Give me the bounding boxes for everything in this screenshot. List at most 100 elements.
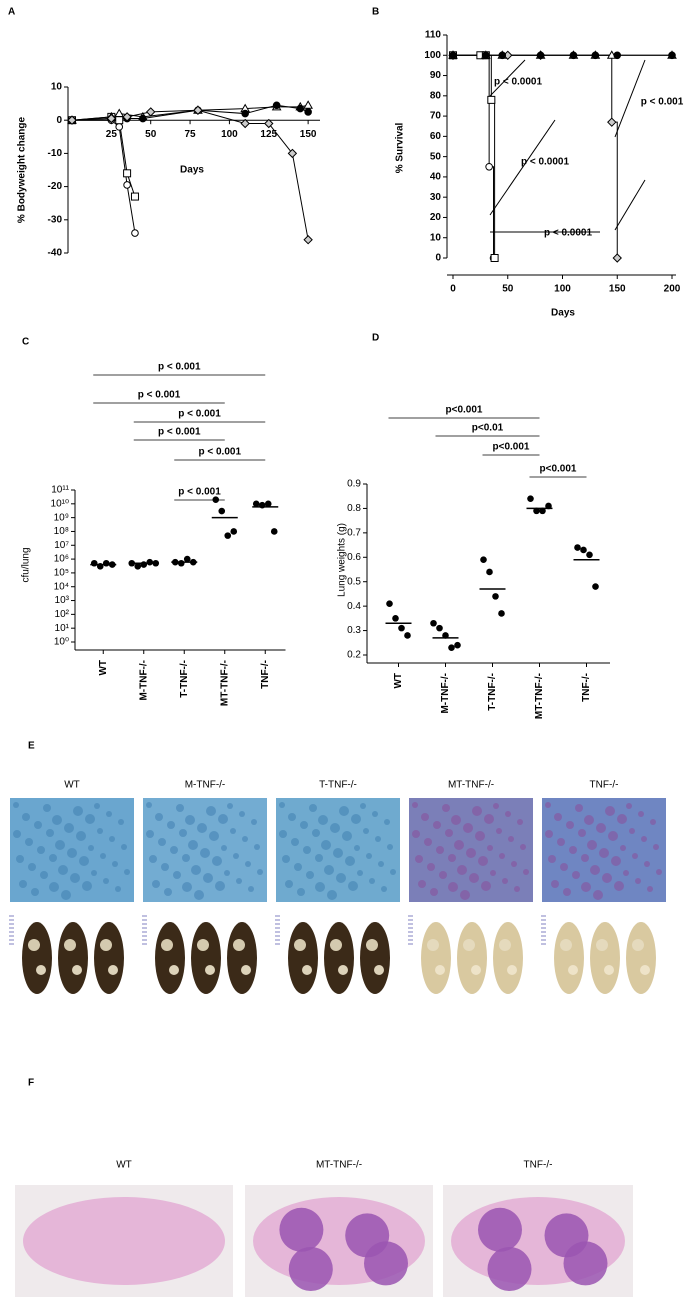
y-tick-label: 10⁷ xyxy=(54,540,69,551)
texture xyxy=(484,814,494,824)
lesion xyxy=(233,939,245,951)
texture xyxy=(206,806,216,816)
marker xyxy=(482,51,490,60)
y-tick-label: 0.2 xyxy=(347,650,361,661)
y-tick-label: 70 xyxy=(430,111,442,122)
data-point xyxy=(134,563,142,570)
texture xyxy=(336,873,346,883)
texture xyxy=(578,829,586,837)
texture xyxy=(327,890,337,900)
x-tick-label: MT-TNF-/- xyxy=(534,673,545,719)
texture xyxy=(415,855,423,863)
texture xyxy=(179,829,187,837)
texture xyxy=(354,845,360,851)
texture xyxy=(294,863,302,871)
texture xyxy=(303,846,311,854)
texture xyxy=(590,865,600,875)
texture xyxy=(312,829,320,837)
texture xyxy=(566,821,574,829)
lesion xyxy=(197,939,209,951)
annotation: p<0.001 xyxy=(446,405,483,416)
x-tick-label: TNF-/- xyxy=(260,660,271,689)
marker xyxy=(67,115,77,125)
texture xyxy=(88,845,94,851)
y-tick-label: 0.4 xyxy=(347,601,361,612)
marker xyxy=(449,51,457,60)
texture xyxy=(112,861,118,867)
y-tick-label: 10¹⁰ xyxy=(51,498,69,509)
texture xyxy=(288,813,296,821)
texture xyxy=(581,854,589,862)
texture xyxy=(82,881,92,891)
texture xyxy=(620,845,626,851)
marker xyxy=(304,108,312,116)
x-tick-label: 200 xyxy=(664,284,681,295)
y-tick-label: 10 xyxy=(430,232,442,243)
texture xyxy=(596,823,606,833)
texture xyxy=(638,811,644,817)
texture xyxy=(427,863,435,871)
texture xyxy=(611,856,621,866)
annotation: p < 0.001 xyxy=(158,427,201,438)
data-point xyxy=(574,544,581,551)
y-tick-label: -40 xyxy=(48,248,63,259)
texture xyxy=(584,815,594,825)
lesion xyxy=(64,939,76,951)
marker xyxy=(613,51,622,60)
panel-label: B xyxy=(372,7,379,18)
texture xyxy=(424,838,432,846)
data-point xyxy=(264,500,272,508)
marker xyxy=(607,117,617,127)
data-point xyxy=(404,632,411,639)
texture xyxy=(614,881,624,891)
y-tick-label: 0.9 xyxy=(347,479,361,490)
texture xyxy=(581,882,591,892)
texture xyxy=(230,828,236,834)
y-tick-label: 100 xyxy=(424,50,441,61)
texture xyxy=(64,823,74,833)
texture xyxy=(641,836,647,842)
data-point xyxy=(580,546,587,554)
texture xyxy=(381,886,387,892)
annotation: p < 0.001 xyxy=(158,362,201,373)
lung xyxy=(58,922,88,994)
data-point xyxy=(398,624,405,632)
lesion xyxy=(632,939,644,951)
annotation: p < 0.0001 xyxy=(544,228,593,239)
texture xyxy=(360,803,366,809)
data-point xyxy=(230,528,238,535)
texture xyxy=(345,856,355,866)
texture xyxy=(369,878,375,884)
texture xyxy=(384,819,390,825)
texture xyxy=(257,869,263,875)
x-axis-label: Days xyxy=(551,308,575,319)
marker xyxy=(115,123,124,131)
data-point xyxy=(430,619,437,627)
data-point xyxy=(545,502,552,510)
y-tick-label: 110 xyxy=(425,30,442,41)
marker xyxy=(485,162,493,171)
texture xyxy=(282,855,290,863)
lesion xyxy=(100,939,112,951)
lung xyxy=(22,922,52,994)
texture xyxy=(242,836,248,842)
texture xyxy=(348,881,358,891)
image-label: M-TNF-/- xyxy=(185,780,226,791)
marker xyxy=(122,112,132,122)
texture xyxy=(22,813,30,821)
y-tick-label: 0.5 xyxy=(347,576,361,587)
texture xyxy=(551,880,559,888)
texture xyxy=(635,878,641,884)
texture xyxy=(475,831,485,841)
x-tick-label: 75 xyxy=(185,129,197,140)
y-tick-label: 10⁹ xyxy=(54,512,69,523)
data-point xyxy=(480,556,487,564)
texture xyxy=(152,880,160,888)
lesion xyxy=(161,939,173,951)
y-tick-label: -20 xyxy=(48,181,63,192)
data-point xyxy=(146,558,154,566)
texture xyxy=(185,815,195,825)
texture xyxy=(49,854,57,862)
texture xyxy=(13,802,19,808)
